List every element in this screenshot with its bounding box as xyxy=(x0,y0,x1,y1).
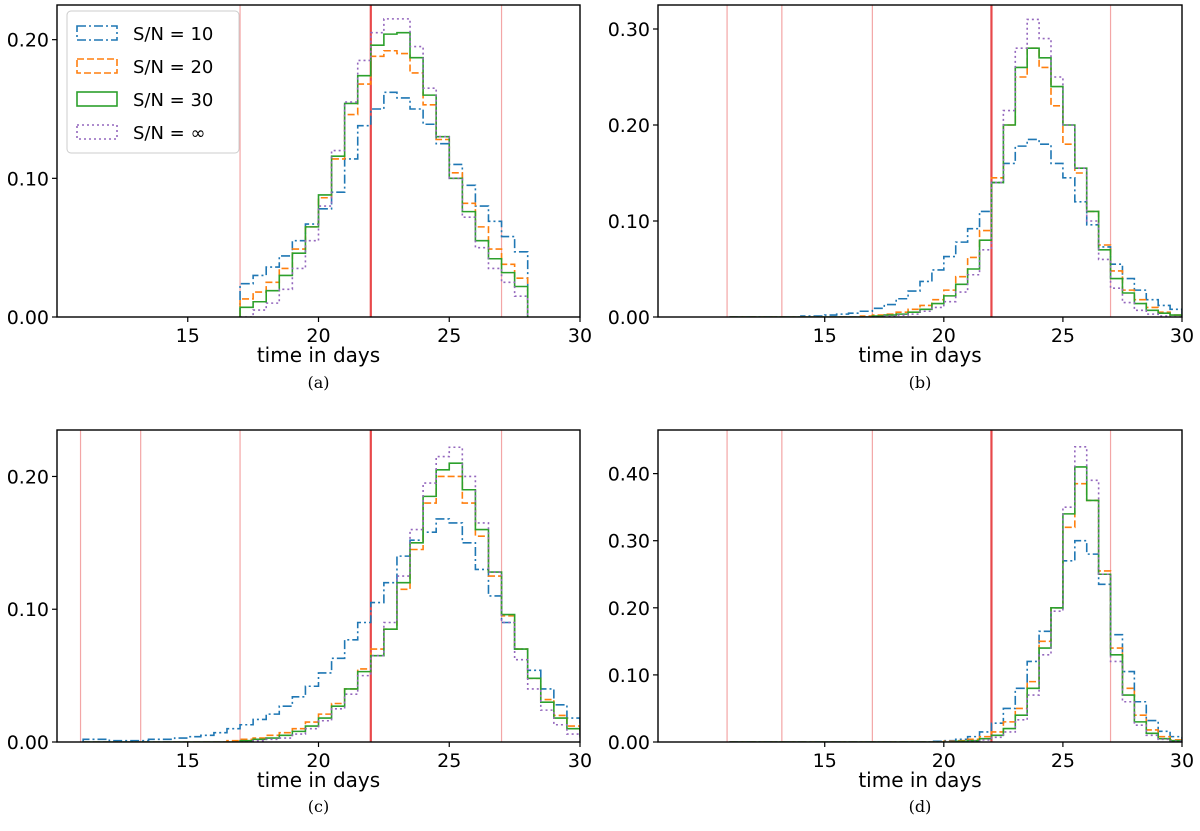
y-tick-label: 0.00 xyxy=(7,307,49,329)
x-tick-label: 15 xyxy=(813,325,837,347)
series-1 xyxy=(729,539,1182,742)
panel-caption: (d) xyxy=(909,797,932,816)
series-4 xyxy=(240,18,529,317)
legend: S/N = 10 S/N = 20 S/N = 30 S/N = ∞ xyxy=(66,10,240,154)
y-tick-label: 0.20 xyxy=(7,30,49,52)
x-tick-label: 15 xyxy=(176,325,200,347)
series-3 xyxy=(729,47,1182,317)
legend-swatch xyxy=(76,58,118,74)
panel-a: 15 20 25 30 0.00 0.10 0.20 time in days (a) S/N =… xyxy=(7,4,592,392)
panel-c: 15 20 25 30 0.00 0.10 0.20 time in days (c) xyxy=(7,429,592,816)
legend-label: S/N = 20 xyxy=(133,57,213,78)
y-tick-label: 0.10 xyxy=(608,211,650,233)
panel-b: 15 20 25 30 0.00 0.10 0.20 0.30 time in days (b) xyxy=(608,4,1194,392)
x-axis-label: time in days xyxy=(858,343,981,367)
y-tick-label: 0.00 xyxy=(608,732,650,754)
legend-label: S/N = ∞ xyxy=(133,123,205,144)
legend-swatch xyxy=(76,25,118,41)
x-tick-label: 30 xyxy=(568,750,592,772)
x-axis-label: time in days xyxy=(257,768,380,792)
legend-label: S/N = 30 xyxy=(133,90,213,111)
y-tick-label: 0.00 xyxy=(7,732,49,754)
legend-swatch xyxy=(76,91,118,107)
x-axis-label: time in days xyxy=(257,343,380,367)
legend-box xyxy=(66,10,240,154)
y-tick-label: 0.10 xyxy=(7,599,49,621)
x-tick-label: 20 xyxy=(932,325,956,347)
x-tick-label: 25 xyxy=(437,325,461,347)
x-tick-label: 25 xyxy=(1051,750,1075,772)
x-tick-label: 25 xyxy=(1051,325,1075,347)
x-tick-label: 30 xyxy=(1170,750,1194,772)
series-1 xyxy=(82,518,580,742)
x-tick-label: 20 xyxy=(306,750,330,772)
y-tick-label: 0.20 xyxy=(7,466,49,488)
legend-swatch xyxy=(76,124,118,140)
panel-caption: (c) xyxy=(308,797,329,816)
y-tick-label: 0.20 xyxy=(608,598,650,620)
x-tick-label: 15 xyxy=(813,750,837,772)
series-4 xyxy=(729,18,1182,317)
x-tick-label: 30 xyxy=(568,325,592,347)
y-tick-label: 0.30 xyxy=(608,19,650,41)
y-tick-label: 0.20 xyxy=(608,115,650,137)
series-2 xyxy=(729,47,1182,317)
series-1 xyxy=(729,138,1182,317)
series-1 xyxy=(239,91,529,317)
series-4 xyxy=(83,446,580,742)
x-tick-label: 20 xyxy=(306,325,330,347)
x-tick-label: 30 xyxy=(1170,325,1194,347)
x-tick-label: 20 xyxy=(932,750,956,772)
series-3 xyxy=(83,462,580,742)
y-tick-label: 0.10 xyxy=(608,665,650,687)
panel-d: 15 20 25 30 0.00 0.10 0.20 0.30 0.40 time in days… xyxy=(608,429,1194,816)
x-tick-label: 25 xyxy=(437,750,461,772)
y-tick-label: 0.10 xyxy=(7,168,49,190)
x-axis-label: time in days xyxy=(858,768,981,792)
y-tick-label: 0.30 xyxy=(608,531,650,553)
y-tick-label: 0.40 xyxy=(608,464,650,486)
x-tick-label: 15 xyxy=(176,750,200,772)
plot-frame xyxy=(657,429,1183,743)
series-3 xyxy=(239,31,529,317)
series-2 xyxy=(729,482,1182,742)
series-4 xyxy=(729,445,1182,742)
series-2 xyxy=(239,49,529,317)
plot-frame xyxy=(657,4,1183,318)
legend-label: S/N = 10 xyxy=(133,24,213,45)
y-tick-label: 0.00 xyxy=(608,307,650,329)
panel-caption: (b) xyxy=(909,373,932,392)
series-3 xyxy=(729,466,1182,742)
panel-caption: (a) xyxy=(307,373,329,392)
